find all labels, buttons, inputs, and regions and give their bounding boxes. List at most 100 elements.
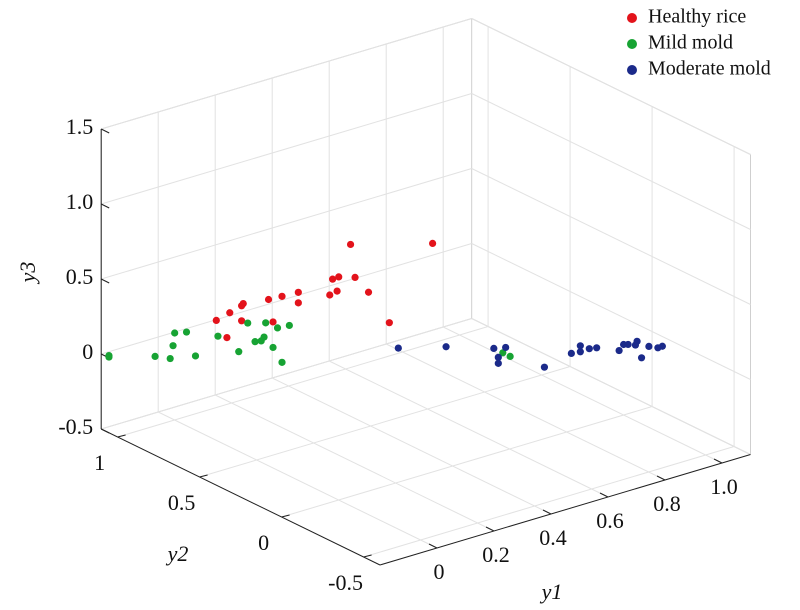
z-tick — [100, 128, 110, 134]
grid-line — [363, 446, 735, 558]
x-axis-label: y1 — [540, 579, 563, 604]
z-tick-label: 1.5 — [66, 114, 94, 139]
grid-line — [101, 168, 472, 280]
x-tick-label: 0.2 — [482, 542, 510, 567]
point — [278, 358, 286, 366]
x-tick — [542, 509, 552, 515]
point — [429, 239, 437, 247]
y-tick — [363, 554, 372, 558]
point — [273, 324, 282, 332]
point — [264, 295, 273, 304]
z-tick — [100, 428, 110, 434]
point — [385, 319, 393, 327]
point — [226, 309, 234, 317]
point — [191, 352, 200, 360]
z-tick-label: 0.5 — [66, 264, 94, 289]
legend-label: Moderate mold — [648, 58, 771, 80]
grid-line — [101, 318, 472, 430]
point — [333, 287, 341, 295]
point — [182, 328, 191, 336]
x-tick-label: 1.0 — [710, 474, 738, 499]
point — [394, 344, 402, 352]
y-tick — [281, 514, 290, 518]
legend-label: Healthy rice — [648, 6, 746, 28]
z-tick-label: 1.0 — [66, 189, 94, 214]
grid-line — [471, 168, 751, 305]
legend-marker — [627, 13, 637, 23]
grid-line — [442, 326, 723, 464]
legend-marker — [627, 39, 637, 49]
point — [294, 288, 302, 296]
point — [105, 351, 113, 360]
x-axis — [379, 454, 751, 566]
point — [593, 344, 601, 352]
x-tick — [656, 475, 666, 481]
point — [285, 321, 293, 330]
point — [499, 349, 507, 357]
y-axis — [100, 428, 381, 566]
point — [329, 275, 337, 283]
point — [214, 332, 222, 340]
grid-line — [471, 318, 751, 455]
point — [235, 348, 243, 356]
grid-line — [101, 93, 472, 205]
point — [658, 342, 666, 350]
point — [442, 343, 450, 351]
grid-line — [471, 18, 751, 155]
point — [238, 317, 246, 325]
legend-label: Mild mold — [648, 32, 733, 54]
point — [262, 319, 270, 327]
point — [615, 346, 623, 355]
grid-line — [328, 360, 609, 498]
point — [212, 316, 220, 324]
x-tick-label: 0.6 — [596, 508, 624, 533]
point — [364, 288, 373, 296]
point — [502, 343, 510, 352]
z-axis-label: y3 — [15, 262, 40, 285]
grid-line — [199, 366, 571, 478]
grid-line — [214, 394, 495, 532]
grid-line — [281, 406, 653, 518]
grid-line — [101, 18, 472, 130]
x-tick-label: 0.4 — [539, 525, 567, 550]
legend-marker — [627, 65, 637, 75]
y-tick — [199, 474, 208, 478]
z-tick — [100, 203, 110, 209]
grid-line — [157, 411, 438, 549]
point — [269, 343, 277, 352]
x-tick — [713, 458, 723, 464]
point — [278, 292, 286, 300]
point — [567, 349, 575, 357]
z-tick — [100, 278, 110, 284]
y-axis-label: y2 — [166, 541, 189, 566]
grid-line — [471, 243, 751, 380]
point — [494, 353, 502, 361]
point — [633, 337, 641, 345]
z-tick-label: 0 — [82, 339, 93, 364]
point — [506, 352, 514, 360]
x-tick — [599, 492, 609, 498]
y-tick-label: 0.5 — [168, 490, 196, 515]
point — [335, 273, 343, 281]
point — [576, 342, 584, 350]
point — [346, 240, 355, 249]
point — [494, 359, 502, 367]
point — [351, 273, 359, 281]
x-tick-label: 0 — [434, 559, 445, 584]
point — [576, 348, 584, 356]
point — [260, 333, 268, 341]
point — [251, 338, 259, 346]
point — [326, 291, 334, 299]
point — [624, 340, 632, 349]
y-tick-label: -0.5 — [328, 570, 363, 595]
point — [239, 300, 247, 308]
grid-line — [271, 377, 552, 515]
point — [490, 344, 498, 352]
grid-line — [117, 326, 489, 438]
grid-line — [101, 243, 472, 355]
x-tick — [428, 543, 438, 549]
point — [171, 329, 179, 337]
y-tick-label: 1 — [94, 450, 105, 475]
